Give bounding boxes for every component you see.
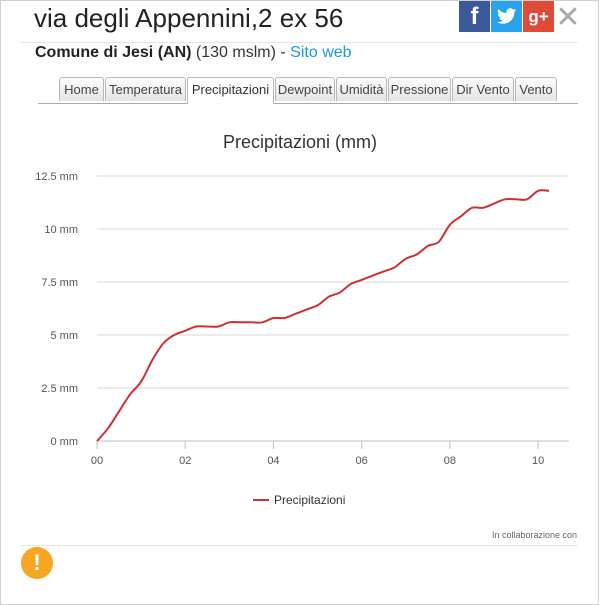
tab-precipitazioni[interactable]: Precipitazioni — [187, 77, 274, 104]
tab-umidita[interactable]: Umidità — [336, 77, 387, 101]
y-tick-label: 7.5 mm — [41, 277, 78, 289]
tab-temperatura[interactable]: Temperatura — [105, 77, 186, 101]
y-tick-label: 10 mm — [44, 224, 78, 236]
footer-divider — [21, 545, 578, 546]
comune-label: Comune di Jesi (AN) — [35, 44, 192, 61]
tab-bar: Home Temperatura Precipitazioni Dewpoint… — [38, 77, 578, 104]
twitter-bird-glyph — [496, 8, 516, 24]
tab-dewpoint[interactable]: Dewpoint — [275, 77, 335, 101]
credits-text: In collaborazione con — [491, 530, 577, 540]
google-plus-icon[interactable]: g+ — [523, 1, 554, 32]
close-icon[interactable]: ✕ — [555, 1, 581, 34]
x-tick-label: 08 — [444, 455, 456, 467]
x-tick-label: 00 — [91, 455, 103, 467]
header-divider — [21, 42, 578, 43]
tab-home[interactable]: Home — [59, 77, 104, 101]
y-tick-label: 5 mm — [51, 330, 79, 342]
x-tick-label: 02 — [179, 455, 191, 467]
y-tick-label: 2.5 mm — [41, 383, 78, 395]
x-tick-label: 10 — [532, 455, 544, 467]
legend-label: Precipitazioni — [274, 493, 345, 507]
y-tick-label: 0 mm — [51, 436, 79, 448]
y-tick-label: 12.5 mm — [35, 171, 78, 183]
tab-pressione[interactable]: Pressione — [388, 77, 451, 101]
separator-label: - — [280, 44, 286, 61]
x-tick-label: 06 — [356, 455, 368, 467]
alert-icon[interactable]: ! — [21, 547, 53, 579]
twitter-icon[interactable] — [491, 1, 522, 32]
x-tick-label: 04 — [267, 455, 279, 467]
chart-series — [96, 189, 550, 442]
tab-vento[interactable]: Vento — [515, 77, 557, 101]
altitude-label: (130 mslm) — [195, 44, 276, 61]
facebook-icon[interactable]: f — [459, 1, 490, 32]
y-axis-labels: 0 mm 2.5 mm 5 mm 7.5 mm 10 mm 12.5 mm — [35, 171, 78, 448]
chart-title: Precipitazioni (mm) — [223, 132, 377, 152]
chart-legend[interactable]: Precipitazioni — [253, 493, 345, 507]
website-link[interactable]: Sito web — [290, 44, 352, 61]
tab-dir-vento[interactable]: Dir Vento — [452, 77, 514, 101]
precipitation-chart: Precipitazioni (mm) 0 mm 2.5 mm 5 mm 7.5 mm… — [35, 132, 569, 507]
x-axis-labels: 00 02 04 06 08 10 — [91, 441, 544, 467]
series-line-precipitazioni[interactable] — [96, 189, 550, 442]
chart-gridlines — [97, 175, 569, 442]
station-title: via degli Appennini,2 ex 56 — [34, 3, 344, 33]
station-subtitle: Comune di Jesi (AN) (130 mslm) - Sito we… — [35, 44, 352, 62]
